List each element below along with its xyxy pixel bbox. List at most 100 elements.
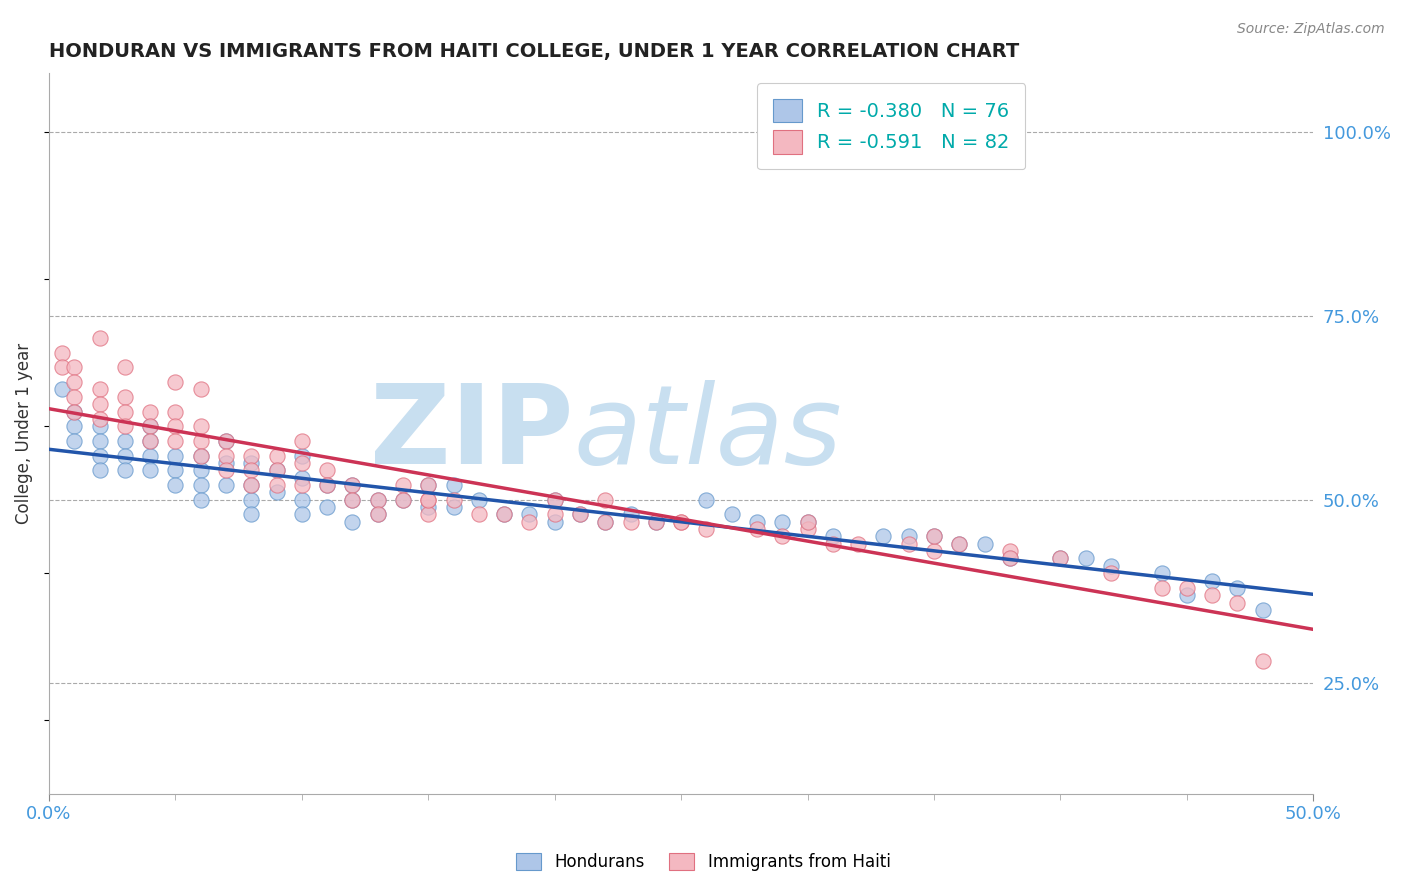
Point xyxy=(342,492,364,507)
Point xyxy=(1074,551,1097,566)
Point xyxy=(240,492,263,507)
Point xyxy=(139,419,162,434)
Point xyxy=(644,515,666,529)
Point xyxy=(89,331,111,345)
Point xyxy=(89,383,111,397)
Point xyxy=(190,463,212,477)
Point xyxy=(544,515,567,529)
Point xyxy=(342,515,364,529)
Point xyxy=(139,434,162,448)
Point xyxy=(291,449,314,463)
Point xyxy=(190,449,212,463)
Point xyxy=(89,397,111,411)
Y-axis label: College, Under 1 year: College, Under 1 year xyxy=(15,343,32,524)
Point xyxy=(1201,574,1223,588)
Point xyxy=(593,515,616,529)
Point xyxy=(443,492,465,507)
Point xyxy=(51,345,73,359)
Point xyxy=(114,434,136,448)
Point xyxy=(89,449,111,463)
Point xyxy=(139,449,162,463)
Point xyxy=(240,508,263,522)
Point xyxy=(745,515,768,529)
Point xyxy=(619,515,641,529)
Point xyxy=(215,434,238,448)
Point xyxy=(468,508,491,522)
Point xyxy=(1201,588,1223,602)
Point xyxy=(139,419,162,434)
Point xyxy=(190,492,212,507)
Point xyxy=(998,544,1021,558)
Point xyxy=(342,492,364,507)
Point xyxy=(418,500,440,514)
Point xyxy=(316,500,339,514)
Point xyxy=(1099,566,1122,581)
Point xyxy=(644,515,666,529)
Point xyxy=(948,537,970,551)
Point xyxy=(240,478,263,492)
Point xyxy=(392,492,415,507)
Point xyxy=(165,449,187,463)
Point xyxy=(1150,566,1173,581)
Point xyxy=(1226,596,1249,610)
Point xyxy=(1099,558,1122,573)
Point xyxy=(63,375,86,389)
Point xyxy=(796,522,818,536)
Point xyxy=(544,508,567,522)
Point xyxy=(114,390,136,404)
Point xyxy=(114,449,136,463)
Point xyxy=(494,508,516,522)
Point xyxy=(468,492,491,507)
Point xyxy=(418,508,440,522)
Point xyxy=(519,508,541,522)
Point xyxy=(745,522,768,536)
Point xyxy=(316,478,339,492)
Point xyxy=(922,529,945,543)
Point xyxy=(973,537,995,551)
Point xyxy=(897,537,920,551)
Point xyxy=(443,500,465,514)
Text: ZIP: ZIP xyxy=(370,380,574,487)
Point xyxy=(165,404,187,418)
Point xyxy=(114,463,136,477)
Point xyxy=(1175,588,1198,602)
Point xyxy=(165,463,187,477)
Point xyxy=(190,383,212,397)
Point xyxy=(619,508,641,522)
Point xyxy=(139,463,162,477)
Point xyxy=(922,529,945,543)
Point xyxy=(872,529,894,543)
Point xyxy=(266,478,288,492)
Point xyxy=(215,478,238,492)
Point xyxy=(998,551,1021,566)
Point xyxy=(215,449,238,463)
Point xyxy=(669,515,692,529)
Point xyxy=(240,449,263,463)
Point xyxy=(418,492,440,507)
Point xyxy=(291,492,314,507)
Point xyxy=(367,492,389,507)
Point xyxy=(544,492,567,507)
Point xyxy=(720,508,742,522)
Point xyxy=(190,419,212,434)
Point xyxy=(1049,551,1071,566)
Point xyxy=(63,390,86,404)
Point xyxy=(770,529,793,543)
Point xyxy=(114,419,136,434)
Text: HONDURAN VS IMMIGRANTS FROM HAITI COLLEGE, UNDER 1 YEAR CORRELATION CHART: HONDURAN VS IMMIGRANTS FROM HAITI COLLEG… xyxy=(49,42,1019,61)
Point xyxy=(367,508,389,522)
Point xyxy=(770,515,793,529)
Legend: R = -0.380   N = 76, R = -0.591   N = 82: R = -0.380 N = 76, R = -0.591 N = 82 xyxy=(758,83,1025,169)
Point xyxy=(63,419,86,434)
Point xyxy=(1251,603,1274,617)
Point xyxy=(51,383,73,397)
Point xyxy=(367,492,389,507)
Point xyxy=(316,478,339,492)
Point xyxy=(392,492,415,507)
Point xyxy=(89,412,111,426)
Point xyxy=(569,508,592,522)
Point xyxy=(796,515,818,529)
Text: Source: ZipAtlas.com: Source: ZipAtlas.com xyxy=(1237,22,1385,37)
Point xyxy=(392,478,415,492)
Point xyxy=(695,492,717,507)
